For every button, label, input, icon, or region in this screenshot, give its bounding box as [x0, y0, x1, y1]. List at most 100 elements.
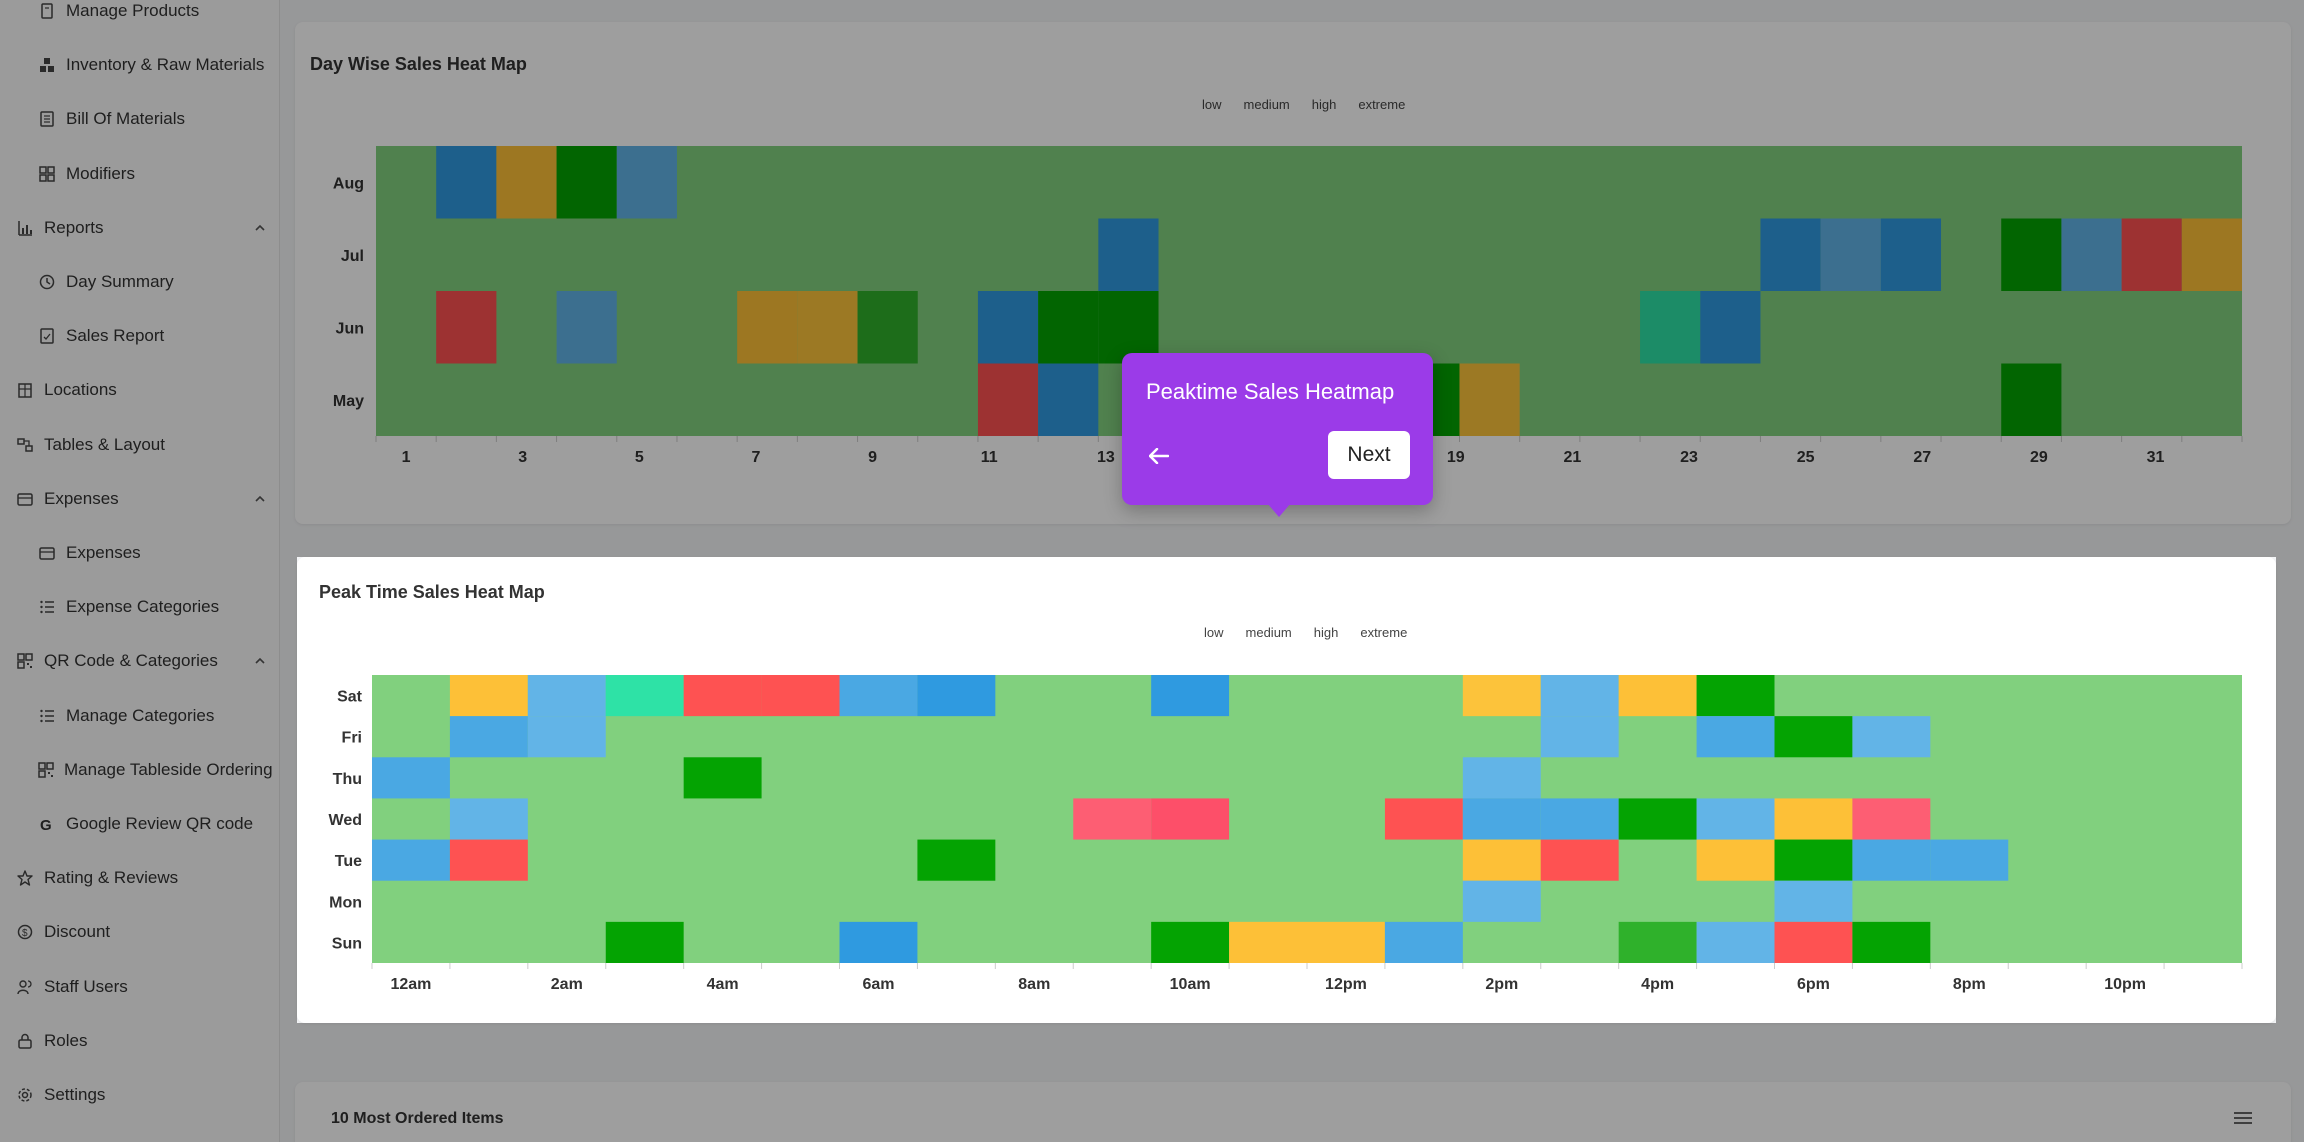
- heatmap-cell[interactable]: [1774, 716, 1853, 758]
- heatmap-cell[interactable]: [1540, 716, 1619, 758]
- heatmap-cell[interactable]: [2121, 218, 2182, 292]
- heatmap-cell[interactable]: [1462, 675, 1541, 717]
- heatmap-cell[interactable]: [917, 839, 996, 881]
- heatmap-cell[interactable]: [2001, 363, 2062, 437]
- chevron-up-icon[interactable]: [252, 220, 268, 236]
- heatmap-cell[interactable]: [1540, 839, 1619, 881]
- heatmap-cell[interactable]: [1151, 675, 1230, 717]
- heatmap-cell[interactable]: [2181, 218, 2242, 292]
- chevron-up-icon[interactable]: [252, 653, 268, 669]
- sidebar-item-bill-of-materials[interactable]: Bill Of Materials: [38, 101, 268, 137]
- heatmap-cell[interactable]: [1820, 218, 1881, 292]
- heatmap-cell[interactable]: [496, 146, 557, 219]
- sidebar-item-expenses[interactable]: Expenses: [16, 481, 268, 517]
- heatmap-cell[interactable]: [1384, 798, 1463, 840]
- heatmap-cell[interactable]: [1459, 363, 1520, 437]
- heatmap-cell[interactable]: [1462, 839, 1541, 881]
- heatmap-cell[interactable]: [1852, 921, 1931, 963]
- heatmap-cell[interactable]: [449, 716, 528, 758]
- heatmap-cell[interactable]: [1151, 921, 1230, 963]
- heatmap-cell[interactable]: [605, 675, 684, 717]
- sidebar-item-discount[interactable]: $ Discount: [16, 914, 268, 950]
- heatmap-cell[interactable]: [1618, 798, 1697, 840]
- next-button[interactable]: Next: [1328, 431, 1410, 479]
- heatmap-cell[interactable]: [2061, 218, 2122, 292]
- sidebar-item-modifiers[interactable]: Modifiers: [38, 156, 268, 192]
- heatmap-cell[interactable]: [1307, 921, 1385, 963]
- sidebar-item-rating-reviews[interactable]: Rating & Reviews: [16, 860, 268, 896]
- heatmap-cell[interactable]: [372, 757, 450, 799]
- heatmap-cell[interactable]: [1700, 291, 1761, 364]
- heatmap-cell[interactable]: [1229, 921, 1307, 963]
- heatmap-cell[interactable]: [857, 291, 918, 364]
- heatmap-cell[interactable]: [1696, 716, 1775, 758]
- heatmap-cell[interactable]: [1774, 880, 1853, 922]
- heatmap-cell[interactable]: [1774, 798, 1853, 840]
- heatmap-cell[interactable]: [839, 921, 918, 963]
- heatmap-cell[interactable]: [1462, 798, 1541, 840]
- heatmap-cell[interactable]: [761, 675, 840, 717]
- heatmap-cell[interactable]: [436, 291, 497, 364]
- sidebar-item-expense-categories[interactable]: Expense Categories: [38, 589, 268, 625]
- heatmap-cell[interactable]: [1852, 839, 1931, 881]
- heatmap-cell[interactable]: [372, 839, 450, 881]
- sidebar-item-sales-report[interactable]: Sales Report: [38, 318, 268, 354]
- heatmap-cell[interactable]: [1880, 218, 1942, 292]
- heatmap-cell[interactable]: [1774, 839, 1853, 881]
- heatmap-cell[interactable]: [1852, 716, 1931, 758]
- arrow-left-icon[interactable]: [1144, 441, 1174, 471]
- sidebar-item-manage-categories[interactable]: Manage Categories: [38, 698, 268, 734]
- heatmap-cell[interactable]: [1462, 757, 1541, 799]
- heatmap-cell[interactable]: [616, 146, 677, 219]
- heatmap-cell[interactable]: [605, 921, 684, 963]
- heatmap-cell[interactable]: [1696, 798, 1775, 840]
- heatmap-cell[interactable]: [1151, 798, 1230, 840]
- heatmap-cell[interactable]: [1852, 798, 1931, 840]
- sidebar-item-roles[interactable]: Roles: [16, 1023, 268, 1059]
- sidebar-item-qr-code-categories[interactable]: QR Code & Categories: [16, 643, 268, 679]
- sidebar-item-expenses[interactable]: Expenses: [38, 535, 268, 571]
- heatmap-cell[interactable]: [1540, 675, 1619, 717]
- heatmap-cell[interactable]: [449, 798, 528, 840]
- sidebar-item-staff-users[interactable]: Staff Users: [16, 969, 268, 1005]
- heatmap-cell[interactable]: [839, 675, 918, 717]
- heatmap-cell[interactable]: [1618, 921, 1697, 963]
- heatmap-cell[interactable]: [1640, 291, 1701, 364]
- heatmap-cell[interactable]: [1930, 839, 2009, 881]
- heatmap-cell[interactable]: [1073, 798, 1152, 840]
- heatmap-cell[interactable]: [1098, 291, 1159, 364]
- heatmap-cell[interactable]: [683, 675, 762, 717]
- heatmap-cell[interactable]: [1038, 291, 1099, 364]
- sidebar-item-reports[interactable]: Reports: [16, 210, 268, 246]
- heatmap-cell[interactable]: [527, 675, 606, 717]
- sidebar-item-manage-products[interactable]: Manage Products: [38, 0, 268, 29]
- sidebar-item-tables-layout[interactable]: Tables & Layout: [16, 427, 268, 463]
- sidebar-item-day-summary[interactable]: Day Summary: [38, 264, 268, 300]
- chevron-up-icon[interactable]: [252, 491, 268, 507]
- heatmap-cell[interactable]: [1098, 218, 1159, 292]
- heatmap-cell[interactable]: [449, 839, 528, 881]
- heatmap-cell[interactable]: [449, 675, 528, 717]
- heatmap-cell[interactable]: [683, 757, 762, 799]
- heatmap-cell[interactable]: [977, 291, 1039, 364]
- heatmap-cell[interactable]: [1696, 921, 1775, 963]
- heatmap-cell[interactable]: [977, 363, 1039, 437]
- sidebar-item-locations[interactable]: Locations: [16, 372, 268, 408]
- hamburger-menu-icon[interactable]: [2234, 1110, 2254, 1126]
- heatmap-cell[interactable]: [797, 291, 858, 364]
- heatmap-cell[interactable]: [1038, 363, 1099, 437]
- heatmap-cell[interactable]: [1540, 798, 1619, 840]
- sidebar-item-manage-tableside-ordering[interactable]: Manage Tableside Ordering: [38, 752, 273, 788]
- heatmap-cell[interactable]: [527, 716, 606, 758]
- heatmap-cell[interactable]: [1696, 675, 1775, 717]
- heatmap-cell[interactable]: [737, 291, 798, 364]
- heatmap-cell[interactable]: [556, 291, 617, 364]
- heatmap-cell[interactable]: [1462, 880, 1541, 922]
- heatmap-cell[interactable]: [1774, 921, 1853, 963]
- heatmap-cell[interactable]: [1618, 675, 1697, 717]
- heatmap-cell[interactable]: [1696, 839, 1775, 881]
- heatmap-cell[interactable]: [556, 146, 617, 219]
- heatmap-cell[interactable]: [1384, 921, 1463, 963]
- heatmap-cell[interactable]: [436, 146, 497, 219]
- heatmap-cell[interactable]: [917, 675, 996, 717]
